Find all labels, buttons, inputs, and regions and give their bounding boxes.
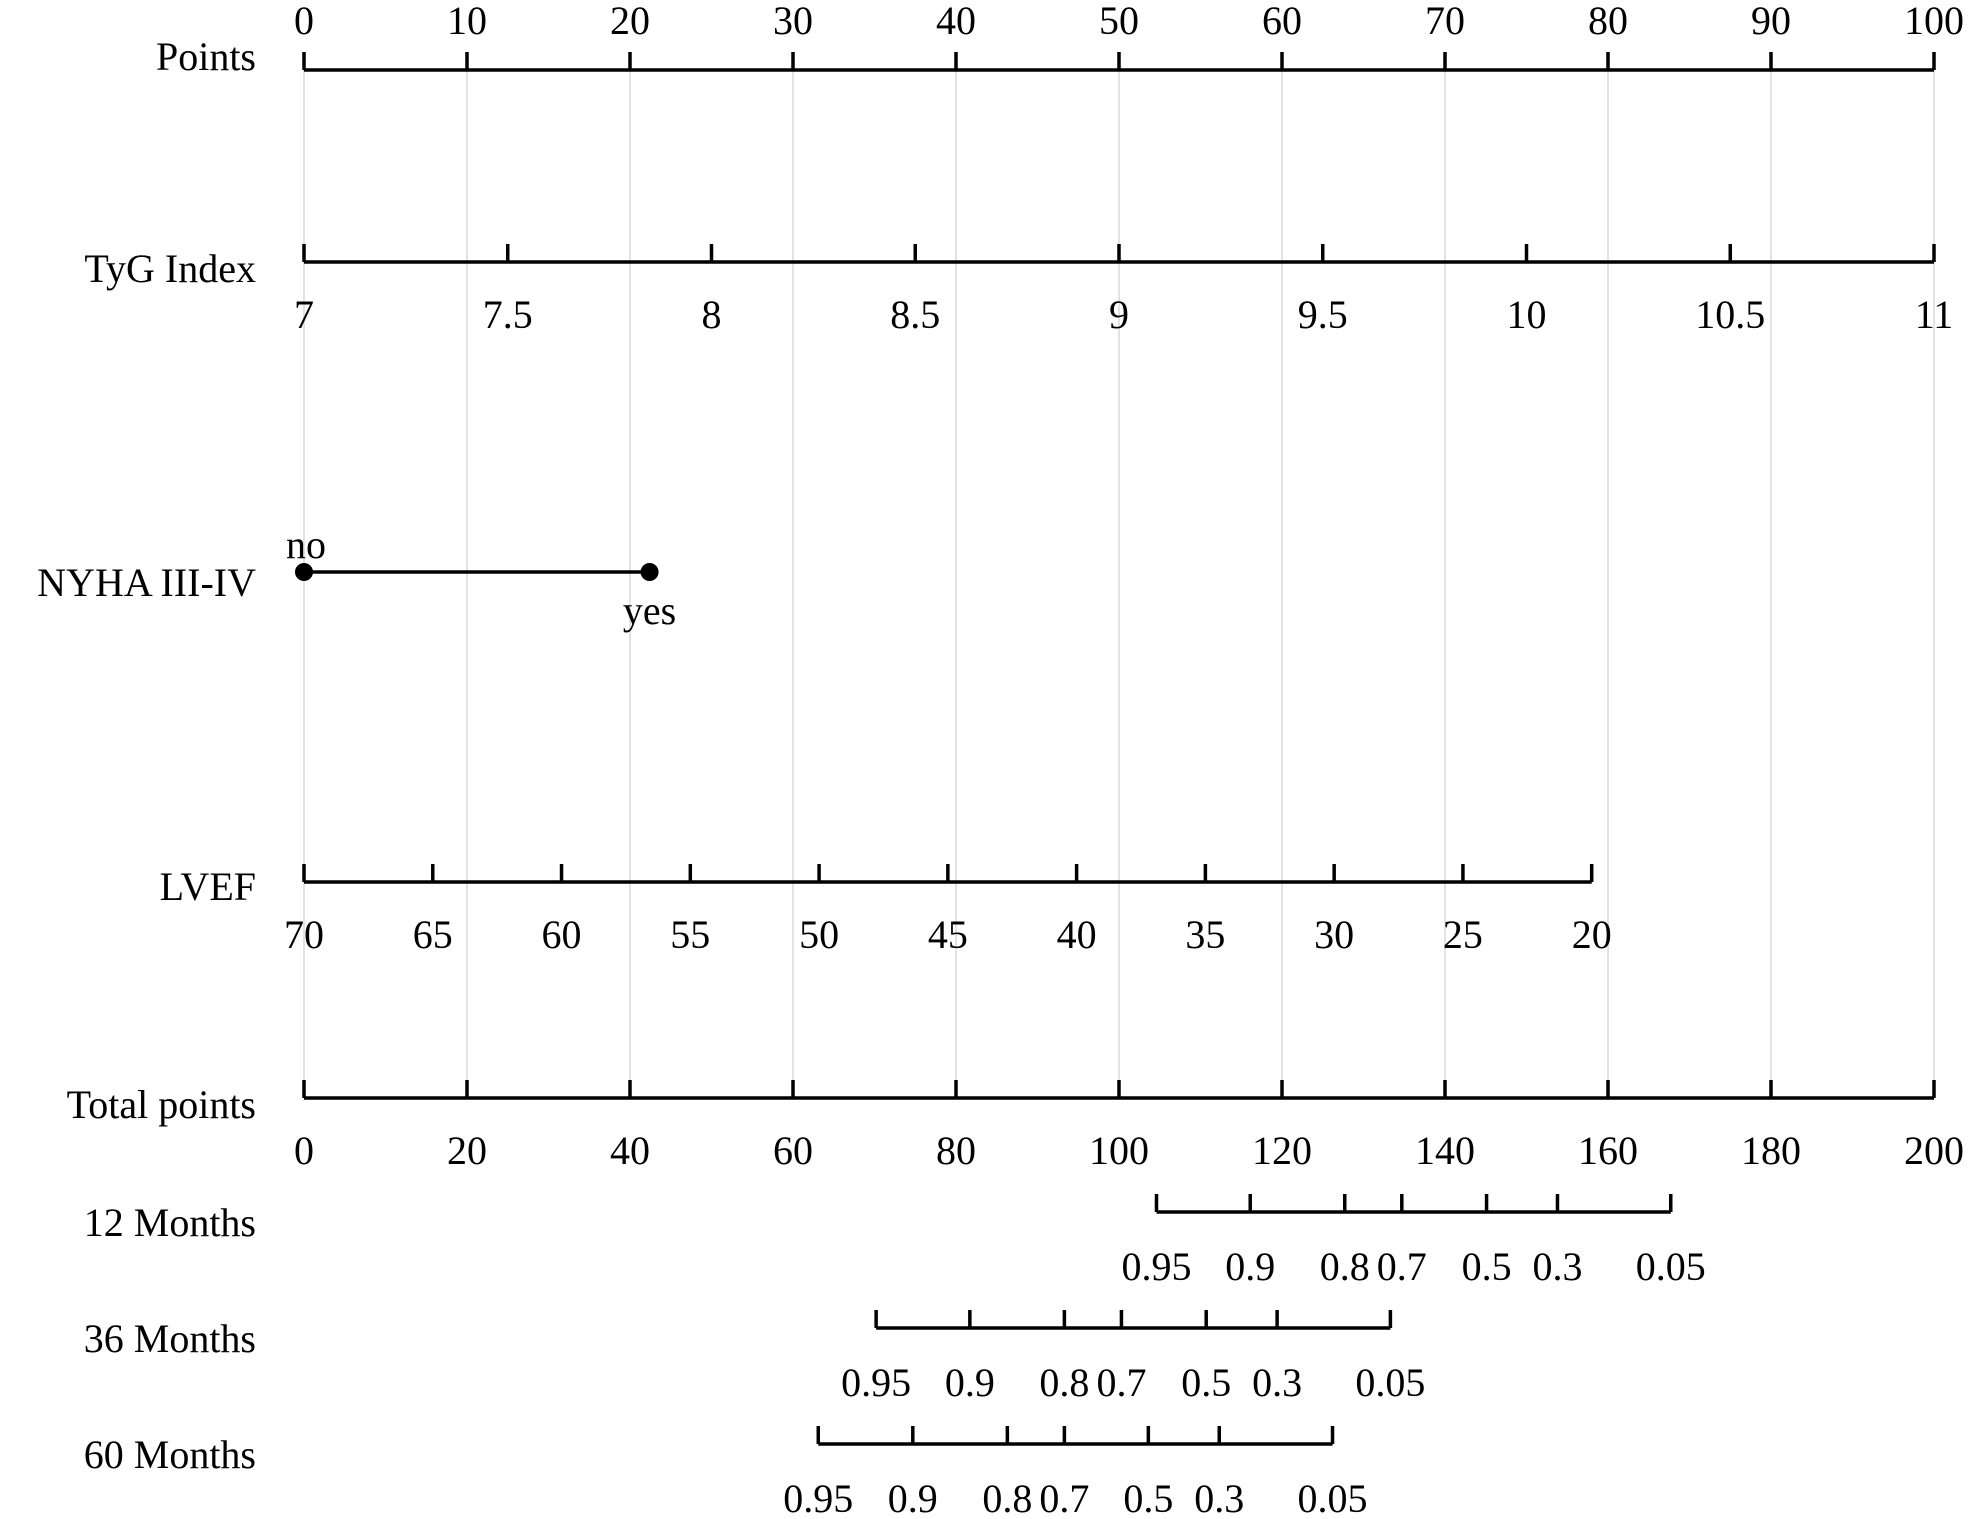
tick-label: 160 (1578, 1128, 1638, 1173)
category-point (295, 563, 313, 581)
tick-label: 40 (610, 1128, 650, 1173)
tick-label: 0 (294, 1128, 314, 1173)
category-point (640, 563, 659, 581)
tick-label: 40 (1057, 912, 1097, 957)
tick-label: 8.5 (890, 292, 940, 337)
tick-label: 60 (542, 912, 582, 957)
row-label: NYHA III-IV (37, 560, 256, 605)
tick-label: 180 (1741, 1128, 1801, 1173)
row-nyha: NYHA III-IV no yes (37, 522, 676, 633)
grid-lines (303, 70, 1935, 1098)
tick-label: 0.7 (1096, 1360, 1146, 1405)
tick-label: 7 (294, 292, 314, 337)
tick-label: 30 (1314, 912, 1354, 957)
category-label: yes (623, 588, 676, 633)
tick-label: 0.05 (1636, 1244, 1706, 1289)
row-total: Total points 0 20 40 60 80 100 120 140 160 180 200 (67, 1080, 1964, 1173)
category-label: no (286, 522, 326, 567)
tick-label: 20 (1572, 912, 1612, 957)
tick-label: 0.5 (1462, 1244, 1512, 1289)
tick-label: 0.8 (982, 1476, 1032, 1519)
tick-label: 40 (936, 0, 976, 43)
row-label: TyG Index (84, 246, 256, 291)
tick-label: 9 (1109, 292, 1129, 337)
row-m12: 12 Months 0.95 0.9 0.8 0.7 0.5 0.3 0.05 (84, 1194, 1706, 1289)
row-m60: 60 Months 0.95 0.9 0.8 0.7 0.5 0.3 0.05 (84, 1426, 1368, 1519)
tick-label: 70 (284, 912, 324, 957)
row-label: LVEF (160, 864, 256, 909)
tick-label: 0.05 (1355, 1360, 1425, 1405)
tick-label: 80 (1588, 0, 1628, 43)
tick-label: 30 (773, 0, 813, 43)
tick-label: 120 (1252, 1128, 1312, 1173)
tick-label: 100 (1904, 0, 1964, 43)
tick-label: 100 (1089, 1128, 1149, 1173)
tick-label: 0.05 (1298, 1476, 1368, 1519)
tick-label: 70 (1425, 0, 1465, 43)
tick-label: 20 (447, 1128, 487, 1173)
row-label: 12 Months (84, 1200, 256, 1245)
row-points: Points 0 10 20 30 40 50 60 70 80 90 100 (156, 0, 1964, 79)
tick-label: 0.3 (1532, 1244, 1582, 1289)
tick-label: 60 (773, 1128, 813, 1173)
tick-label: 0.8 (1320, 1244, 1370, 1289)
tick-label: 0.5 (1181, 1360, 1231, 1405)
tick-label: 0.95 (1121, 1244, 1191, 1289)
tick-label: 50 (1099, 0, 1139, 43)
tick-label: 9.5 (1298, 292, 1348, 337)
tick-label: 0.5 (1123, 1476, 1173, 1519)
tick-label: 0.7 (1039, 1476, 1089, 1519)
row-label: Points (156, 34, 256, 79)
tick-label: 60 (1262, 0, 1302, 43)
tick-label: 90 (1751, 0, 1791, 43)
tick-label: 80 (936, 1128, 976, 1173)
tick-label: 0.9 (1225, 1244, 1275, 1289)
row-label: Total points (67, 1082, 256, 1127)
tick-label: 65 (413, 912, 453, 957)
tick-label: 7.5 (483, 292, 533, 337)
tick-label: 45 (928, 912, 968, 957)
tick-label: 10 (447, 0, 487, 43)
row-tyg: TyG Index 7 7.5 8 8.5 9 9.5 10 10.5 11 (84, 244, 1953, 337)
tick-label: 8 (702, 292, 722, 337)
tick-label: 55 (670, 912, 710, 957)
tick-label: 35 (1185, 912, 1225, 957)
tick-label: 0.8 (1039, 1360, 1089, 1405)
tick-label: 20 (610, 0, 650, 43)
row-lvef: LVEF 70 65 60 55 50 45 40 35 30 25 20 (160, 864, 1612, 957)
tick-label: 11 (1915, 292, 1954, 337)
row-m36: 36 Months 0.95 0.9 0.8 0.7 0.5 0.3 0.05 (84, 1310, 1425, 1405)
tick-label: 10 (1507, 292, 1547, 337)
tick-label: 0 (294, 0, 314, 43)
tick-label: 0.7 (1377, 1244, 1427, 1289)
row-label: 60 Months (84, 1432, 256, 1477)
tick-label: 0.95 (841, 1360, 911, 1405)
tick-label: 0.95 (783, 1476, 853, 1519)
tick-label: 10.5 (1695, 292, 1765, 337)
tick-label: 50 (799, 912, 839, 957)
row-label: 36 Months (84, 1316, 256, 1361)
tick-label: 200 (1904, 1128, 1964, 1173)
tick-label: 25 (1443, 912, 1483, 957)
tick-label: 140 (1415, 1128, 1475, 1173)
tick-label: 0.3 (1194, 1476, 1244, 1519)
tick-label: 0.9 (888, 1476, 938, 1519)
tick-label: 0.3 (1252, 1360, 1302, 1405)
tick-label: 0.9 (945, 1360, 995, 1405)
